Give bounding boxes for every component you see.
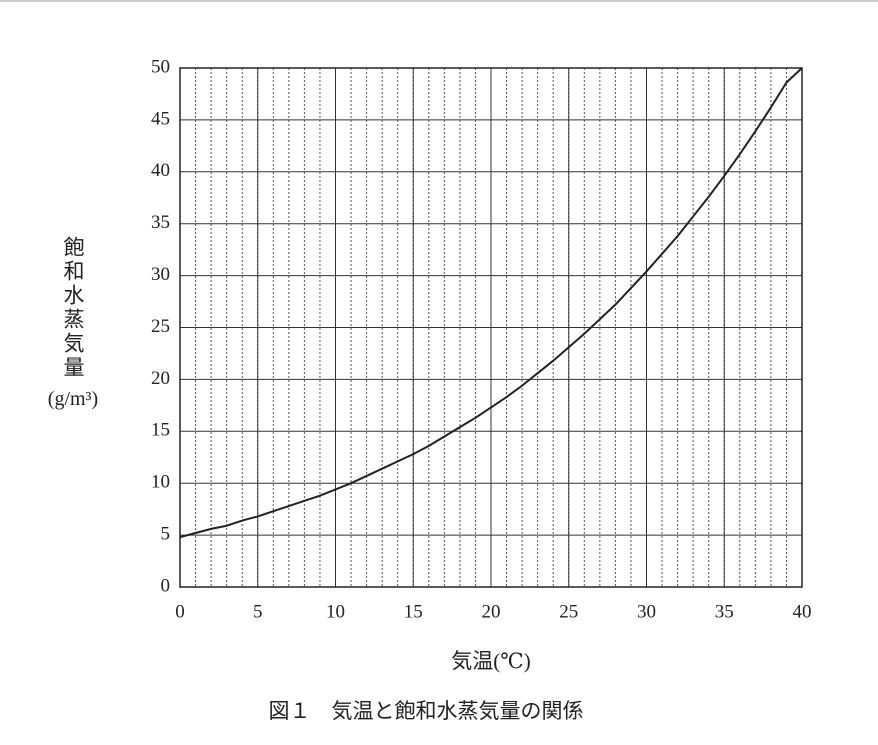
y-tick-label: 40 <box>151 160 170 181</box>
data-line <box>179 67 803 539</box>
y-axis-unit: (g/m³) <box>47 388 99 410</box>
x-axis-label: 気温(℃) <box>451 649 530 673</box>
x-tick-label: 25 <box>559 601 578 622</box>
y-tick-label: 50 <box>151 56 170 77</box>
y-axis-label: 飽和水蒸気量 <box>61 236 85 380</box>
y-tick-label: 0 <box>161 575 171 596</box>
x-tick-label: 0 <box>175 601 185 622</box>
x-tick-label: 30 <box>637 601 656 622</box>
plot-frame <box>179 67 803 588</box>
x-tick-label: 15 <box>404 601 423 622</box>
y-tick-label: 20 <box>151 368 170 389</box>
y-tick-label: 25 <box>151 316 170 337</box>
x-tick-label: 40 <box>793 601 812 622</box>
x-tick-label: 5 <box>253 601 263 622</box>
y-tick-label: 45 <box>151 108 170 129</box>
y-tick-label: 35 <box>151 212 170 233</box>
x-tick-label: 35 <box>715 601 734 622</box>
x-tick-label: 20 <box>482 601 501 622</box>
caption: 図１ 気温と飽和水蒸気量の関係 <box>269 699 584 723</box>
y-tick-label: 10 <box>151 472 170 493</box>
x-tick-label: 10 <box>326 601 345 622</box>
y-tick-label: 30 <box>151 264 170 285</box>
y-tick-label: 15 <box>151 420 170 441</box>
y-tick-label: 5 <box>161 523 171 544</box>
